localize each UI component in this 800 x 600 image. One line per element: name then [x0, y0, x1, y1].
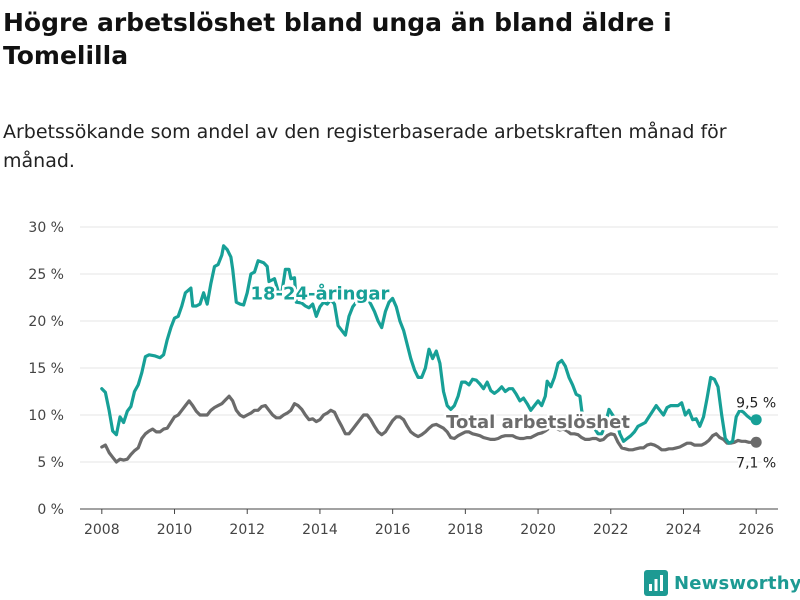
chart-title: Högre arbetslöshet bland unga än bland ä…: [3, 8, 672, 70]
x-tick-label: 2024: [666, 522, 702, 538]
x-tick-label: 2010: [157, 522, 193, 538]
x-tick-label: 2008: [84, 522, 120, 538]
newsworthy-logo: Newsworthy: [644, 568, 800, 598]
end-label-youth-halo: 9,5 %: [736, 396, 776, 412]
x-tick-label: 2018: [448, 522, 484, 538]
y-tick-label: 25 %: [28, 267, 64, 283]
series-line-total: [100, 394, 758, 464]
y-tick-label: 20 %: [28, 314, 64, 330]
y-axis: 0 % 5 % 10 % 15 % 20 % 25 % 30 %: [28, 220, 64, 518]
x-tick-label: 2014: [302, 522, 338, 538]
y-tick-label: 30 %: [28, 220, 64, 236]
x-tick-label: 2012: [229, 522, 265, 538]
y-tick-label: 10 %: [28, 408, 64, 424]
end-label-youth: 9,5 %: [736, 396, 776, 412]
y-tick-label: 0 %: [37, 502, 64, 518]
y-tick-label: 5 %: [37, 455, 64, 471]
x-tick-label: 2020: [520, 522, 556, 538]
series-line-youth: [100, 244, 758, 445]
x-axis: 2008 2010 2012 2014 2016 2018 2020 2022 2024 2026: [80, 508, 778, 538]
x-tick-label: 2016: [375, 522, 411, 538]
chart-subtitle: Arbetssökande som andel av den registerb…: [3, 121, 727, 172]
series-label-youth-halo: 18-24-åringar: [250, 282, 389, 304]
end-label-total-halo: 7,1 %: [736, 455, 776, 471]
end-label-total: 7,1 %: [736, 455, 776, 471]
series-label-youth: 18-24-åringar: [250, 282, 389, 304]
series-group: [100, 244, 762, 464]
bar-chart-logo-icon: [644, 570, 668, 596]
brand-name: Newsworthy: [674, 572, 800, 594]
x-tick-label: 2022: [593, 522, 629, 538]
series-label-total-halo: Total arbetslöshet: [446, 412, 630, 433]
y-tick-label: 15 %: [28, 361, 64, 377]
x-tick-label: 2026: [738, 522, 774, 538]
end-point-total: [750, 436, 762, 448]
end-point-youth: [750, 414, 762, 426]
series-label-total: Total arbetslöshet: [446, 412, 630, 433]
